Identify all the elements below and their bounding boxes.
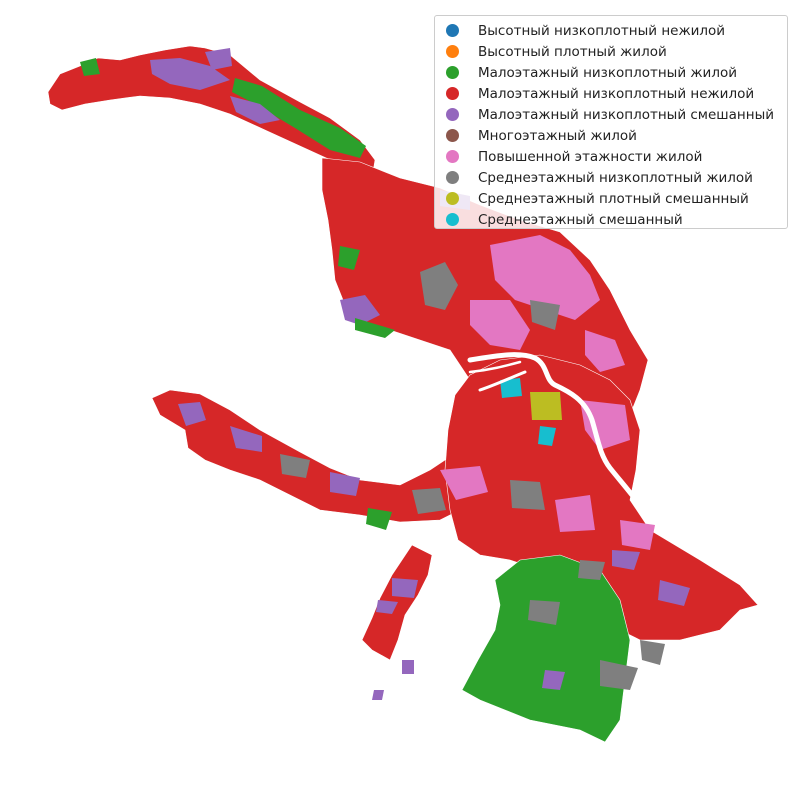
legend-label: Среднеэтажный низкоплотный жилой [478, 169, 753, 186]
patch-purple [612, 550, 640, 570]
legend-label: Многоэтажный жилой [478, 127, 637, 144]
northwest-district [47, 45, 376, 181]
legend-swatch-icon [446, 45, 459, 58]
river-main-channel [467, 352, 635, 498]
patch-gray [510, 480, 545, 510]
patch-purple [205, 48, 232, 70]
patch-purple [340, 295, 380, 325]
legend-item: Среднеэтажный смешанный [446, 209, 787, 230]
legend-item: Повышенной этажности жилой [446, 146, 787, 167]
legend-label: Среднеэтажный плотный смешанный [478, 190, 749, 207]
patch-purple [392, 578, 418, 598]
legend-swatch-icon [446, 108, 459, 121]
land-use-patches [80, 48, 690, 700]
river-branch [468, 360, 522, 374]
patch-pink [490, 235, 600, 320]
patch-purple [542, 670, 565, 690]
patch-cyan [538, 426, 556, 446]
patch-gray [640, 640, 665, 665]
legend-label: Повышенной этажности жилой [478, 148, 703, 165]
patch-green [338, 246, 360, 270]
river-branch [478, 370, 527, 392]
map-legend: Высотный низкоплотный нежилой Высотный п… [434, 15, 788, 229]
legend-item: Малоэтажный низкоплотный смешанный [446, 104, 787, 125]
legend-label: Малоэтажный низкоплотный нежилой [478, 85, 755, 102]
patch-purple [178, 402, 206, 426]
patch-yellow [530, 392, 562, 420]
legend-item: Многоэтажный жилой [446, 125, 787, 146]
legend-swatch-icon [446, 192, 459, 205]
legend-item: Высотный плотный жилой [446, 41, 787, 62]
legend-label: Малоэтажный низкоплотный жилой [478, 64, 737, 81]
patch-gray [578, 560, 605, 580]
patch-gray [412, 488, 446, 514]
patch-pink [580, 400, 630, 450]
legend-swatch-icon [446, 213, 459, 226]
legend-swatch-icon [446, 150, 459, 163]
patch-green [80, 58, 100, 76]
south-district [461, 554, 631, 743]
patch-purple [150, 58, 230, 90]
legend-item: Малоэтажный низкоплотный жилой [446, 62, 787, 83]
patch-gray [530, 300, 560, 330]
patch-green [366, 508, 392, 530]
patch-purple [402, 660, 414, 674]
patch-purple [372, 690, 384, 700]
patch-green [355, 318, 395, 338]
patch-pink [620, 520, 655, 550]
patch-cyan [500, 378, 522, 398]
patch-gray [528, 600, 560, 625]
patch-pink [440, 466, 488, 500]
legend-label: Высотный низкоплотный нежилой [478, 22, 726, 39]
legend-item: Среднеэтажный плотный смешанный [446, 188, 787, 209]
patch-green [232, 78, 366, 158]
legend-swatch-icon [446, 171, 459, 184]
patch-pink [585, 330, 625, 372]
patch-pink [555, 495, 595, 532]
patch-purple [230, 96, 280, 124]
patch-gray [420, 262, 458, 310]
legend-item: Малоэтажный низкоплотный нежилой [446, 83, 787, 104]
patch-purple [658, 580, 690, 606]
river [467, 352, 635, 498]
patch-gray [600, 660, 638, 690]
legend-item: Высотный низкоплотный нежилой [446, 20, 787, 41]
legend-swatch-icon [446, 87, 459, 100]
patch-purple [376, 600, 398, 614]
legend-label: Среднеэтажный смешанный [478, 211, 683, 228]
legend-swatch-icon [446, 24, 459, 37]
patch-pink [470, 300, 530, 350]
patch-purple [230, 426, 262, 452]
patch-purple [330, 472, 360, 496]
legend-swatch-icon [446, 129, 459, 142]
patch-gray [280, 454, 310, 478]
legend-item: Среднеэтажный низкоплотный жилой [446, 167, 787, 188]
legend-label: Малоэтажный низкоплотный смешанный [478, 106, 775, 123]
legend-label: Высотный плотный жилой [478, 43, 667, 60]
map-base-region [47, 45, 759, 743]
central-district [444, 354, 759, 641]
legend-swatch-icon [446, 66, 459, 79]
